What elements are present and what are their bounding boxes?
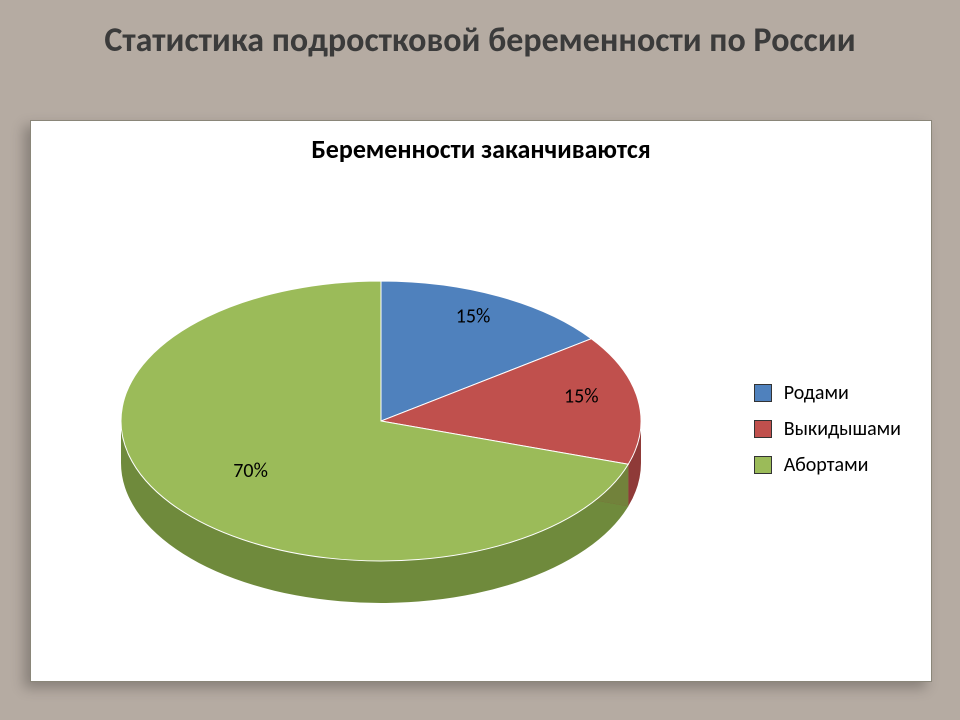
legend-label: Абортами xyxy=(784,453,869,477)
pie-label: 15% xyxy=(564,385,599,409)
legend-swatch xyxy=(754,456,772,474)
legend-item: Выкидышами xyxy=(754,417,901,441)
legend-swatch xyxy=(754,384,772,402)
chart-title: Беременности заканчиваются xyxy=(31,133,931,165)
legend-label: Родами xyxy=(784,381,849,405)
slide: Статистика подростковой беременности по … xyxy=(0,0,960,720)
legend-swatch xyxy=(754,420,772,438)
slide-title: Статистика подростковой беременности по … xyxy=(0,20,960,63)
pie-label: 70% xyxy=(233,459,268,483)
legend-item: Родами xyxy=(754,381,901,405)
legend: Родами Выкидышами Абортами xyxy=(754,381,901,489)
pie-svg: 15% 15% 70% xyxy=(71,181,691,661)
legend-item: Абортами xyxy=(754,453,901,477)
chart-container: Беременности заканчиваются 15% 15% 70% Род… xyxy=(30,120,932,682)
pie-label: 15% xyxy=(456,304,491,328)
pie-chart: 15% 15% 70% xyxy=(71,181,691,661)
legend-label: Выкидышами xyxy=(784,417,901,441)
